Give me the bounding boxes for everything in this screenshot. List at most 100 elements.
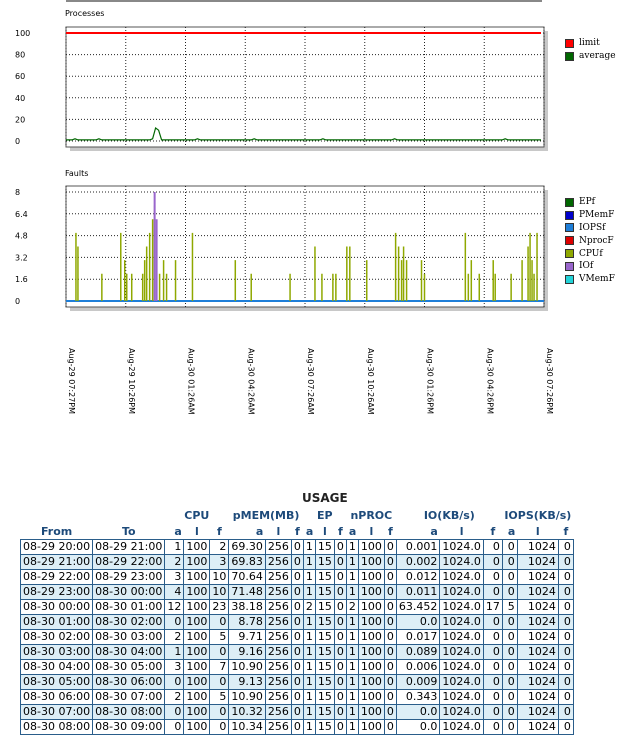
table-cell: 0.009 [395,674,441,690]
legend-swatch-pmemf [565,210,574,220]
table-cell: 1024.0 [439,614,484,630]
table-cell: 0 [557,659,574,675]
legend-label-iof: IOf [579,261,594,272]
legend-label-nprocf: NprocF [579,235,614,246]
table-cell: 0 [209,704,230,720]
table-cell: 0 [501,539,518,555]
table-row: 08-29 21:00 08-29 22:00 2 100 3 69.83 256 0 1 15 0… [19,554,574,570]
column-header: f [216,524,222,538]
table-cell: 15 [314,689,335,705]
table-cell: 0 [209,614,230,630]
table-cell: 71.48 [228,584,266,600]
table-cell: 0 [557,674,574,690]
table-cell: 08-30 00:00 [92,584,166,600]
table-cell: 1 [302,644,316,660]
table-cell: 1 [345,614,359,630]
table-cell: 256 [264,689,292,705]
table-cell: 17 [482,599,503,615]
group-header-io: IO(KB/s) [423,508,475,522]
table-cell: 1024 [516,629,559,645]
table-cell: 0 [482,659,503,675]
table-cell: 0 [383,569,397,585]
table-row: 08-30 08:00 08-30 09:00 0 100 0 10.34 256 0 1 15 0… [19,719,574,735]
table-cell: 1024 [516,674,559,690]
table-cell: 1 [302,539,316,555]
table-cell: 0 [164,704,185,720]
table-cell: 100 [357,584,385,600]
table-cell: 0 [383,704,397,720]
table-cell: 15 [314,659,335,675]
table-cell: 100 [183,599,211,615]
column-header: To [121,524,136,538]
column-header: f [563,524,569,538]
table-cell: 256 [264,599,292,615]
table-cell: 0 [290,704,304,720]
table-cell: 1024.0 [439,704,484,720]
faults-chart-title: Faults [65,169,89,178]
table-cell: 5 [209,689,230,705]
table-cell: 12 [164,599,185,615]
table-cell: 1024 [516,554,559,570]
table-row: 08-30 01:00 08-30 02:00 0 100 0 8.78 256 0 1 15 0 1… [19,614,574,630]
table-cell: 08-30 04:00 [92,644,166,660]
table-row: 08-29 23:00 08-30 00:00 4 100 10 71.48 256 0 1 15… [19,584,574,600]
table-cell: 1 [345,689,359,705]
table-cell: 08-29 23:00 [92,569,166,585]
usage-table-body: 08-29 20:00 08-29 21:00 1 100 2 69.30 256 0 1 15 0… [19,539,574,735]
table-cell: 100 [183,584,211,600]
table-cell: 100 [183,569,211,585]
table-cell: 08-29 23:00 [19,584,94,600]
table-cell: 100 [183,629,211,645]
table-cell: 1024.0 [439,644,484,660]
table-row: 08-30 04:00 08-30 05:00 3 100 7 10.90 256 0 1 15 0… [19,659,574,675]
table-cell: 100 [357,644,385,660]
x-tick-label: Aug-30 04:26AM [246,348,255,415]
table-cell: 08-29 22:00 [19,569,94,585]
table-cell: 1 [302,629,316,645]
table-cell: 0 [333,539,347,555]
column-header: f [294,524,300,538]
top-border-line [66,0,542,2]
table-cell: 2 [164,689,185,705]
table-cell: 0 [557,719,574,735]
table-cell: 1 [302,704,316,720]
table-cell: 1 [345,704,359,720]
table-cell: 0 [482,719,503,735]
table-cell: 08-30 03:00 [19,644,94,660]
table-cell: 0 [482,614,503,630]
table-cell: 1 [345,719,359,735]
table-cell: 0 [290,614,304,630]
faults-y-tick-label: 8 [15,188,20,197]
table-cell: 15 [314,584,335,600]
column-header: l [276,524,281,538]
group-header-blank [21,507,165,523]
table-cell: 1 [302,614,316,630]
table-cell: 1024 [516,539,559,555]
faults-chart: 8 6.4 4.8 3.2 1.6 0 [15,185,548,311]
table-cell: 08-30 06:00 [19,689,94,705]
table-cell: 1 [345,659,359,675]
table-cell: 0 [290,719,304,735]
table-cell: 0 [290,674,304,690]
table-cell: 1024 [516,644,559,660]
legend-label-pmemf: PMemF [579,210,615,221]
table-cell: 08-30 07:00 [92,689,166,705]
table-cell: 100 [357,569,385,585]
table-cell: 0 [482,554,503,570]
table-cell: 0 [333,599,347,615]
table-cell: 256 [264,584,292,600]
table-cell: 0.017 [395,629,441,645]
column-header: l [459,524,464,538]
table-cell: 0 [501,719,518,735]
table-cell: 1 [302,689,316,705]
table-cell: 08-30 06:00 [92,674,166,690]
table-row: 08-30 07:00 08-30 08:00 0 100 0 10.32 256 0 1 15 0… [19,704,574,720]
table-cell: 0 [557,554,574,570]
table-cell: 08-30 01:00 [19,614,94,630]
table-cell: 23 [209,599,230,615]
table-cell: 0 [383,584,397,600]
table-cell: 0 [290,554,304,570]
x-tick-label: Aug-30 04:26PM [485,348,494,414]
table-cell: 8.78 [228,614,266,630]
table-cell: 9.71 [228,629,266,645]
